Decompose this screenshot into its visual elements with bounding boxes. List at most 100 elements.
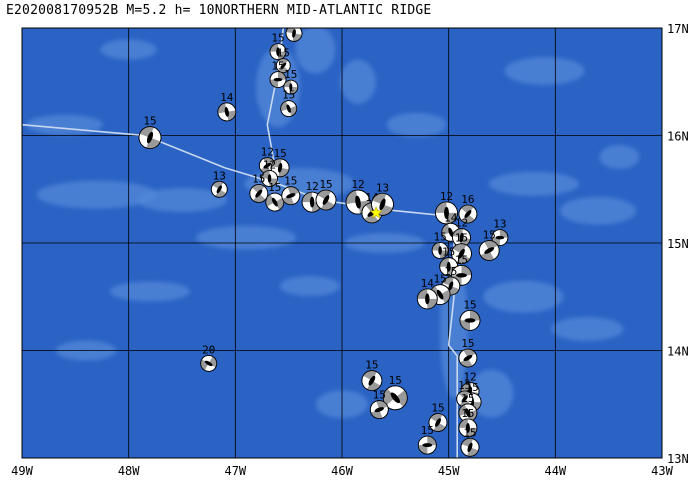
nodal-plane-mark	[379, 198, 386, 211]
longitude-tick-label: 45W	[438, 464, 460, 478]
compressional-quadrant	[433, 422, 446, 432]
focal-mechanism	[361, 370, 383, 392]
compressional-quadrant	[440, 250, 449, 259]
compressional-quadrant	[460, 320, 470, 331]
event-magnitude: M=5.2	[126, 3, 167, 18]
nodal-plane-mark	[322, 195, 330, 205]
latitude-tick-label: 14N	[667, 345, 689, 359]
compressional-quadrant	[462, 214, 475, 223]
focal-mechanism	[382, 385, 408, 411]
focal-mechanism	[281, 186, 301, 206]
longitude-tick-label: 47W	[224, 464, 246, 478]
compressional-quadrant	[261, 170, 270, 179]
latitude-tick-label: 16N	[667, 130, 689, 144]
focal-mechanism	[261, 170, 278, 187]
focal-mechanism	[210, 180, 228, 198]
focal-depth-label: 15	[433, 273, 446, 286]
beachball-rim	[369, 400, 389, 420]
focal-depth-label: 13	[493, 218, 506, 231]
nodal-plane-mark	[464, 318, 476, 323]
focal-depth-label: 15	[461, 337, 474, 350]
nodal-plane-mark	[255, 189, 263, 198]
focal-depth-label: 12	[263, 159, 276, 172]
focal-mechanism	[459, 309, 481, 331]
compressional-quadrant	[263, 157, 275, 166]
nodal-plane-mark	[374, 407, 385, 413]
nodal-plane-mark	[273, 77, 283, 82]
beachball-rim	[283, 79, 299, 95]
beachball-rim	[269, 43, 287, 60]
compressional-quadrant	[395, 390, 408, 407]
compressional-quadrant	[208, 356, 217, 368]
focal-mechanism	[478, 240, 500, 261]
nodal-plane-mark	[438, 246, 442, 255]
focal-depth-label: 15	[365, 359, 378, 372]
ridge-segment	[22, 123, 459, 458]
compressional-quadrant	[317, 190, 331, 200]
beachball-rim	[315, 189, 337, 211]
focal-depth-label: 14	[220, 91, 234, 104]
beachball-rim	[458, 204, 478, 224]
compressional-quadrant	[427, 298, 438, 309]
compressional-quadrant	[432, 242, 441, 251]
focal-depth-label: 15	[273, 147, 286, 160]
epicenter-marker	[369, 206, 383, 219]
beachball-rim	[417, 435, 437, 455]
compressional-quadrant	[418, 445, 428, 455]
focal-mechanism	[280, 100, 298, 117]
nodal-plane-mark	[204, 360, 213, 367]
focal-depth-label: 12	[305, 180, 318, 193]
nodal-plane-mark	[465, 422, 470, 433]
compressional-quadrant	[212, 181, 224, 190]
nodal-plane-mark	[448, 281, 454, 291]
beachball-rim	[458, 418, 478, 438]
shallow-zone	[137, 188, 227, 212]
nodal-plane-mark	[495, 235, 505, 240]
compressional-quadrant	[363, 370, 377, 381]
focal-mechanism	[458, 204, 478, 224]
nodal-plane-mark	[286, 104, 291, 113]
focal-mechanism	[431, 242, 449, 259]
compressional-quadrant	[458, 390, 470, 399]
compressional-quadrant	[446, 212, 458, 224]
focal-depth-label: 15	[143, 115, 156, 128]
beachball-rim	[491, 229, 509, 247]
longitude-tick-label: 43W	[651, 464, 673, 478]
compressional-quadrant	[200, 359, 209, 371]
nodal-plane-mark	[276, 47, 280, 56]
nodal-plane-mark	[355, 195, 361, 209]
compressional-quadrant	[290, 87, 298, 95]
focal-mechanism	[138, 126, 162, 150]
shallow-zone	[295, 28, 336, 74]
compressional-quadrant	[217, 103, 227, 114]
compressional-quadrant	[283, 80, 291, 88]
map-frame	[21, 27, 663, 459]
focal-mechanism	[451, 243, 472, 265]
nodal-plane-mark	[467, 442, 473, 453]
compressional-quadrant	[460, 358, 473, 367]
shallow-zone	[280, 276, 340, 296]
focal-depth-label: 15	[421, 424, 434, 437]
focal-mechanism	[315, 189, 337, 211]
focal-mechanism	[417, 435, 437, 455]
focal-mechanism	[217, 102, 237, 122]
longitude-tick-label: 49W	[11, 464, 33, 478]
beachball-rim	[261, 170, 278, 187]
beachball-rim	[138, 126, 162, 150]
focal-depth-label: 12	[351, 178, 364, 191]
focal-depth-label: 15	[271, 32, 284, 45]
compressional-quadrant	[274, 197, 284, 210]
beachball-rim	[459, 309, 481, 331]
compressional-quadrant	[278, 58, 289, 66]
compressional-quadrant	[439, 257, 449, 267]
event-header: E202008170952B M=5.2 h= 10NORTHERN MID-A…	[6, 3, 431, 18]
lat-lon-grid	[22, 28, 662, 458]
nodal-plane-mark	[368, 375, 376, 386]
beachball-rim	[478, 240, 500, 261]
shallow-zone	[599, 145, 640, 169]
nodal-plane-mark	[267, 174, 272, 183]
focal-depth-label: 15	[268, 181, 281, 194]
focal-mechanism	[283, 79, 299, 95]
beachball-rim	[460, 437, 480, 457]
shallow-zone	[26, 114, 103, 135]
